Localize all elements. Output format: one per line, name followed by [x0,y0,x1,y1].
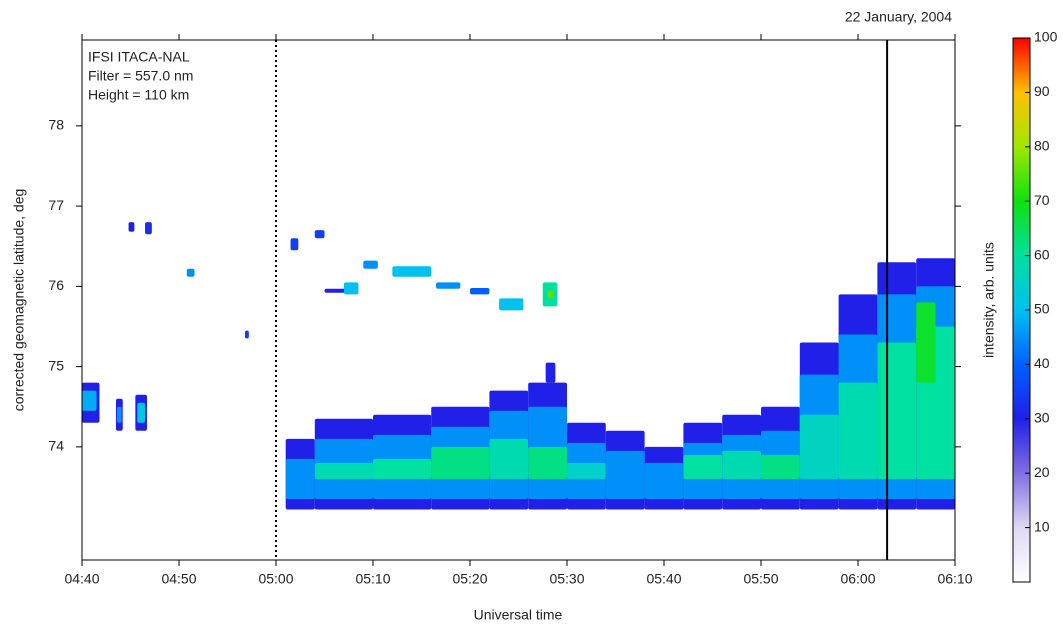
intensity-cell [489,438,529,479]
x-tick-label: 05:10 [355,571,390,587]
intensity-cell [799,414,839,479]
intensity-cell [285,458,315,500]
colorbar-tick-label: 20 [1034,464,1050,480]
annotation: IFSI ITACA-NAL [88,49,190,65]
intensity-cell [82,390,97,411]
intensity-cell [722,450,761,479]
intensity-cell [528,446,567,479]
y-axis-label: corrected geomagnetic latitude, deg [11,189,27,412]
colorbar-tick-label: 60 [1034,246,1050,262]
plot-frame [81,39,956,561]
intensity-cell [916,302,936,383]
colorbar-tick-label: 100 [1034,29,1058,45]
intensity-cell [470,287,490,295]
x-tick-label: 06:00 [840,571,875,587]
intensity-cell [567,462,606,479]
intensity-cell [186,268,195,277]
intensity-cell [128,222,135,232]
x-tick-label: 05:50 [743,571,778,587]
x-axis-label: Universal time [474,607,563,623]
intensity-cell [547,290,554,299]
colorbar-tick-label: 30 [1034,410,1050,426]
x-tick-label: 06:10 [937,571,972,587]
colorbar-tick-label: 40 [1034,355,1050,371]
annotation: Filter = 557.0 nm [88,68,193,84]
chart-title: 22 January, 2004 [845,9,952,25]
intensity-cell [545,362,556,383]
x-tick-label: 05:00 [258,571,293,587]
plot-area [82,222,955,510]
intensity-cell [343,282,359,295]
x-tick-label: 05:30 [549,571,584,587]
intensity-cell [392,266,432,277]
intensity-cell [683,454,723,479]
intensity-cell [137,402,146,423]
x-tick-label: 05:20 [452,571,487,587]
intensity-cell [431,446,490,479]
colorbar-tick-label: 90 [1034,83,1050,99]
intensity-cell [838,382,878,479]
annotation: Height = 110 km [88,87,189,103]
y-tick-label: 75 [48,357,64,373]
intensity-cell [290,238,299,251]
intensity-cell [436,282,461,289]
y-tick-label: 77 [48,197,64,213]
intensity-cell [605,450,645,500]
intensity-cell [314,462,373,479]
y-tick-label: 74 [48,438,64,454]
intensity-cell [363,260,378,269]
colorbar-tick-label: 10 [1034,518,1050,534]
intensity-cell [373,458,432,479]
intensity-cell [145,222,152,235]
x-tick-label: 04:50 [161,571,196,587]
y-tick-label: 76 [48,277,64,293]
y-tick-label: 78 [48,117,64,133]
intensity-cell [116,406,122,423]
x-tick-label: 04:40 [64,571,99,587]
intensity-cell [499,298,524,311]
colorbar-tick-label: 80 [1034,138,1050,154]
x-tick-label: 05:40 [646,571,681,587]
intensity-cell [761,454,800,479]
intensity-cell [877,342,917,479]
intensity-cell [314,230,325,239]
intensity-cell [244,330,249,339]
colorbar-tick-label: 70 [1034,192,1050,208]
colorbar-tick-label: 50 [1034,301,1050,317]
colorbar-label: intensity, arb. units [981,242,997,358]
intensity-cell [644,462,684,500]
